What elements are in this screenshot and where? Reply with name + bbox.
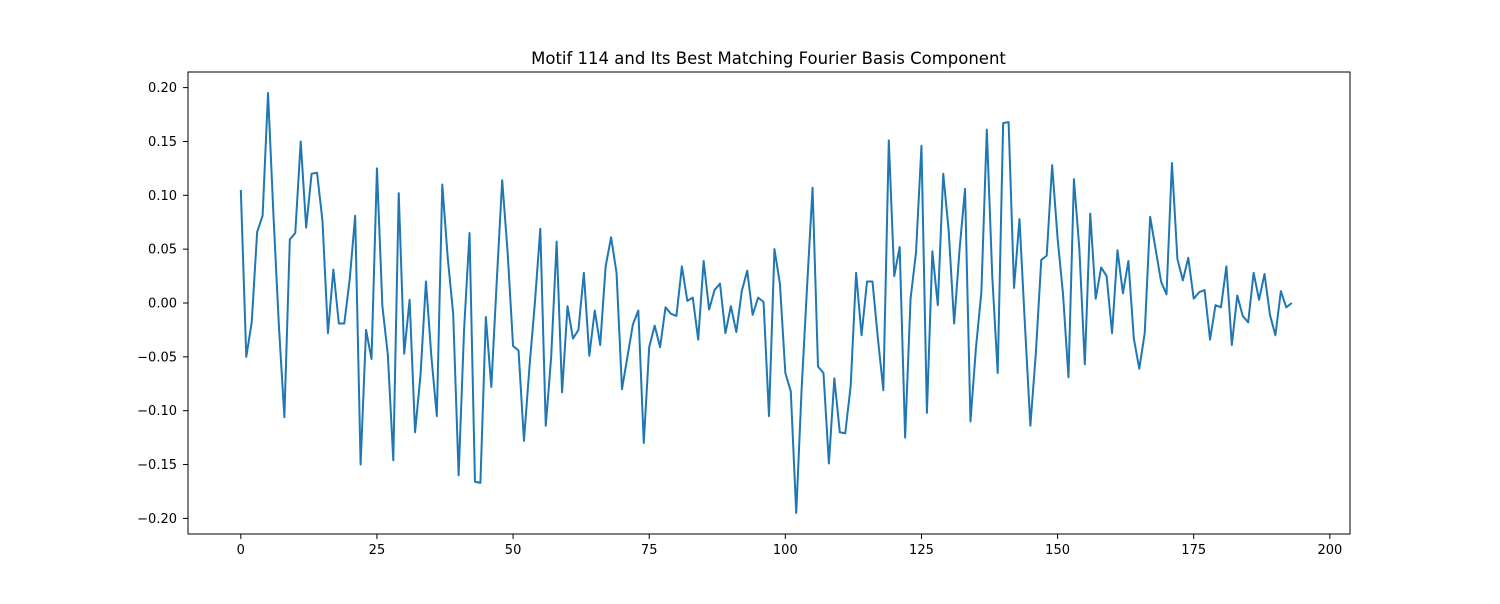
x-tick-label: 150 bbox=[1045, 543, 1070, 558]
x-tick-label: 75 bbox=[641, 543, 658, 558]
axes-frame bbox=[187, 71, 1351, 535]
x-tick-label: 100 bbox=[773, 543, 798, 558]
y-tick-label: 0.15 bbox=[148, 135, 177, 150]
y-tick-label: −0.05 bbox=[137, 350, 177, 365]
y-tick-label: 0.00 bbox=[148, 297, 177, 312]
y-tick-label: −0.10 bbox=[137, 404, 177, 419]
x-tick-label: 175 bbox=[1181, 543, 1206, 558]
y-tick-label: −0.15 bbox=[137, 458, 177, 473]
x-axis: 0 25 50 75 100 125 150 175 200 bbox=[237, 534, 1342, 558]
x-tick-label: 50 bbox=[505, 543, 522, 558]
x-tick-label: 200 bbox=[1317, 543, 1342, 558]
plot-area bbox=[239, 92, 1293, 514]
y-tick-label: 0.05 bbox=[148, 243, 177, 258]
series-line bbox=[239, 92, 1293, 514]
chart-title: Motif 114 and Its Best Matching Fourier … bbox=[531, 49, 1006, 68]
y-tick-label: 0.10 bbox=[148, 189, 177, 204]
x-tick-label: 25 bbox=[369, 543, 386, 558]
y-tick-label: 0.20 bbox=[148, 81, 177, 96]
y-axis: −0.20 −0.15 −0.10 −0.05 0.00 0.05 0.10 0.15 0.20 bbox=[137, 81, 188, 527]
x-tick-label: 125 bbox=[909, 543, 934, 558]
y-tick-label: −0.20 bbox=[137, 512, 177, 527]
x-tick-label: 0 bbox=[237, 543, 245, 558]
